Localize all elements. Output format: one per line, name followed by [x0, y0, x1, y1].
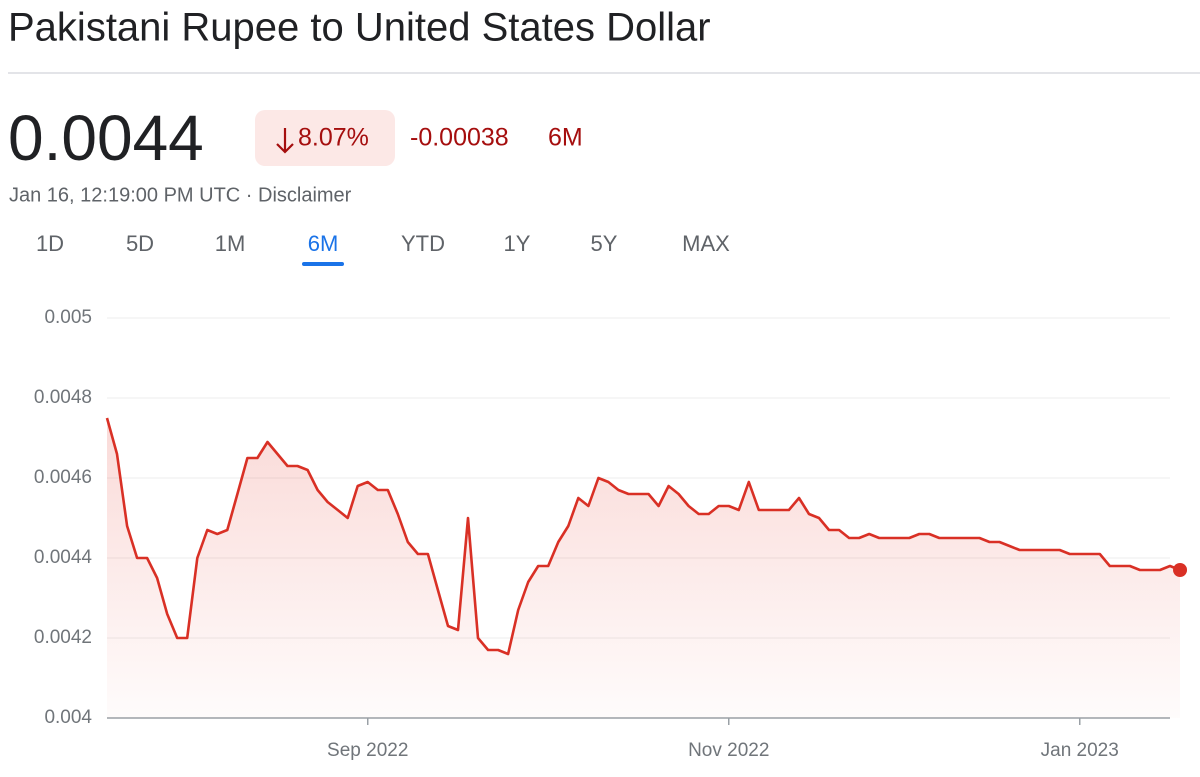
price-line [105, 417, 1181, 656]
page-title: Pakistani Rupee to United States Dollar [8, 6, 711, 50]
range-tab[interactable]: 1M [215, 231, 246, 256]
x-tick-label: Sep 2022 [327, 740, 408, 761]
change-percent: 8.07% [298, 124, 369, 152]
y-tick-label: 0.0044 [34, 547, 93, 568]
y-tick-label: 0.0046 [34, 467, 92, 488]
range-tab[interactable]: YTD [401, 231, 445, 256]
y-tick-label: 0.0048 [34, 387, 92, 408]
x-tick-label: Nov 2022 [688, 740, 769, 761]
area [107, 418, 1181, 718]
y-tick-label: 0.005 [44, 307, 92, 328]
change-period: 6M [548, 124, 583, 152]
timestamp: Jan 16, 12:19:00 PM UTC · Disclaimer [9, 184, 352, 206]
y-tick-label: 0.004 [44, 707, 92, 728]
down-arrow [276, 128, 294, 154]
range-tab[interactable]: 6M [308, 231, 339, 256]
range-tab[interactable]: 5Y [591, 231, 618, 256]
change-badge [255, 110, 395, 166]
last-point [1173, 563, 1188, 577]
y-tick-label: 0.0042 [34, 627, 92, 648]
range-tab[interactable]: 1D [36, 231, 64, 256]
range-tab[interactable]: MAX [682, 231, 730, 256]
x-tick-label: Jan 2023 [1041, 740, 1119, 761]
price: 0.0044 [8, 102, 204, 174]
range-tab[interactable]: 1Y [504, 231, 531, 256]
tab-underline [302, 262, 344, 266]
range-tab[interactable]: 5D [126, 231, 154, 256]
change-value: -0.00038 [410, 124, 509, 152]
